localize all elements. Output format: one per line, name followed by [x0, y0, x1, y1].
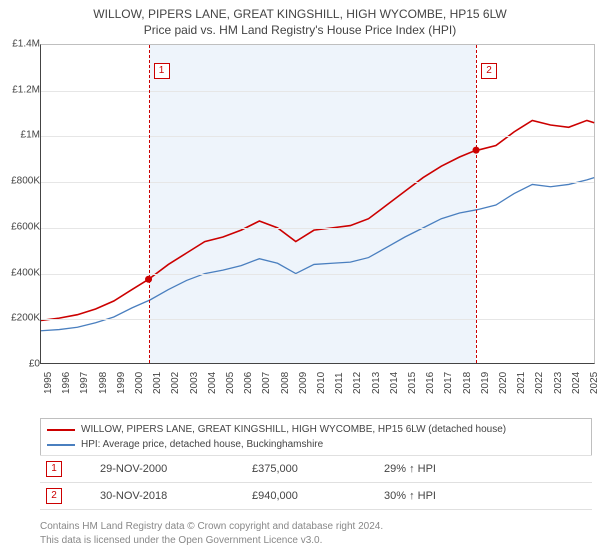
- table-row: 2 30-NOV-2018 £940,000 30% ↑ HPI: [40, 482, 592, 510]
- x-tick-label: 2010: [316, 368, 327, 394]
- x-tick-label: 2001: [152, 368, 163, 394]
- x-tick-label: 2018: [462, 368, 473, 394]
- x-tick-label: 2016: [425, 368, 436, 394]
- vertical-marker-line: [476, 45, 477, 363]
- txn-delta: 30% ↑ HPI: [378, 482, 592, 510]
- x-tick-label: 2024: [571, 368, 582, 394]
- legend-swatch: [47, 444, 75, 446]
- legend-item: WILLOW, PIPERS LANE, GREAT KINGSHILL, HI…: [47, 422, 585, 437]
- x-tick-label: 2004: [207, 368, 218, 394]
- series-line-property: [41, 120, 594, 320]
- gridline: [41, 274, 594, 275]
- x-tick-label: 2000: [134, 368, 145, 394]
- gridline: [41, 319, 594, 320]
- txn-date: 30-NOV-2018: [94, 482, 246, 510]
- x-tick-label: 1997: [79, 368, 90, 394]
- x-tick-label: 2022: [534, 368, 545, 394]
- footer-line: Contains HM Land Registry data © Crown c…: [40, 520, 383, 534]
- gridline: [41, 136, 594, 137]
- txn-date: 29-NOV-2000: [94, 455, 246, 482]
- marker-badge: 1: [46, 461, 62, 477]
- vertical-marker-line: [149, 45, 150, 363]
- x-tick-label: 2023: [553, 368, 564, 394]
- y-tick-label: £400K: [0, 267, 40, 278]
- x-tick-label: 1998: [98, 368, 109, 394]
- legend-label: HPI: Average price, detached house, Buck…: [81, 437, 323, 452]
- x-tick-label: 2011: [334, 368, 345, 394]
- x-tick-label: 2006: [243, 368, 254, 394]
- marker-badge: 2: [481, 63, 497, 79]
- footer-line: This data is licensed under the Open Gov…: [40, 534, 383, 548]
- series-line-hpi: [41, 178, 594, 331]
- x-tick-label: 2013: [371, 368, 382, 394]
- plot-area: 12: [40, 44, 595, 364]
- y-tick-label: £800K: [0, 176, 40, 187]
- footer-attribution: Contains HM Land Registry data © Crown c…: [40, 520, 383, 547]
- transactions-table: 1 29-NOV-2000 £375,000 29% ↑ HPI 2 30-NO…: [40, 455, 592, 510]
- y-tick-label: £1M: [0, 130, 40, 141]
- chart-area: 12: [40, 44, 595, 384]
- txn-price: £375,000: [246, 455, 378, 482]
- gridline: [41, 182, 594, 183]
- y-tick-label: £0: [0, 359, 40, 370]
- y-tick-label: £200K: [0, 313, 40, 324]
- gridline: [41, 91, 594, 92]
- x-tick-label: 2012: [352, 368, 363, 394]
- marker-badge: 2: [46, 488, 62, 504]
- x-tick-label: 2014: [389, 368, 400, 394]
- txn-price: £940,000: [246, 482, 378, 510]
- y-tick-label: £1.4M: [0, 39, 40, 50]
- legend: WILLOW, PIPERS LANE, GREAT KINGSHILL, HI…: [40, 418, 592, 456]
- x-tick-label: 2005: [225, 368, 236, 394]
- x-tick-label: 2025: [589, 368, 600, 394]
- x-tick-label: 1996: [61, 368, 72, 394]
- y-tick-label: £600K: [0, 221, 40, 232]
- x-tick-label: 2021: [516, 368, 527, 394]
- chart-container: WILLOW, PIPERS LANE, GREAT KINGSHILL, HI…: [0, 0, 600, 560]
- y-tick-label: £1.2M: [0, 84, 40, 95]
- chart-title: WILLOW, PIPERS LANE, GREAT KINGSHILL, HI…: [0, 0, 600, 38]
- x-tick-label: 2008: [280, 368, 291, 394]
- legend-label: WILLOW, PIPERS LANE, GREAT KINGSHILL, HI…: [81, 422, 506, 437]
- txn-delta: 29% ↑ HPI: [378, 455, 592, 482]
- table-row: 1 29-NOV-2000 £375,000 29% ↑ HPI: [40, 455, 592, 482]
- title-address: WILLOW, PIPERS LANE, GREAT KINGSHILL, HI…: [0, 6, 600, 22]
- gridline: [41, 228, 594, 229]
- marker-badge: 1: [154, 63, 170, 79]
- x-tick-label: 2020: [498, 368, 509, 394]
- x-tick-label: 1995: [43, 368, 54, 394]
- x-tick-label: 2017: [443, 368, 454, 394]
- x-tick-label: 2002: [170, 368, 181, 394]
- x-tick-label: 2019: [480, 368, 491, 394]
- title-subtitle: Price paid vs. HM Land Registry's House …: [0, 22, 600, 38]
- x-tick-label: 2007: [261, 368, 272, 394]
- chart-svg: [41, 45, 596, 365]
- x-tick-label: 2003: [189, 368, 200, 394]
- x-tick-label: 2015: [407, 368, 418, 394]
- legend-item: HPI: Average price, detached house, Buck…: [47, 437, 585, 452]
- x-tick-label: 2009: [298, 368, 309, 394]
- x-tick-label: 1999: [116, 368, 127, 394]
- legend-swatch: [47, 429, 75, 431]
